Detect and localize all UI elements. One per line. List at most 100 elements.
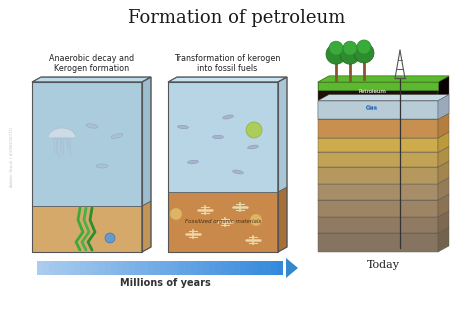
Polygon shape <box>197 261 203 275</box>
Polygon shape <box>228 261 234 275</box>
Polygon shape <box>318 76 449 82</box>
Polygon shape <box>142 261 148 275</box>
Polygon shape <box>86 261 92 275</box>
Polygon shape <box>80 261 86 275</box>
Polygon shape <box>438 76 449 101</box>
Ellipse shape <box>212 135 224 139</box>
Polygon shape <box>215 261 221 275</box>
Polygon shape <box>318 233 438 252</box>
Polygon shape <box>168 82 278 192</box>
Polygon shape <box>203 261 209 275</box>
Polygon shape <box>318 217 438 233</box>
Text: Formation of petroleum: Formation of petroleum <box>128 9 346 27</box>
Polygon shape <box>142 77 151 206</box>
Circle shape <box>250 214 262 226</box>
Polygon shape <box>438 132 449 153</box>
Ellipse shape <box>96 164 108 168</box>
Polygon shape <box>277 261 283 275</box>
Polygon shape <box>168 77 287 82</box>
Polygon shape <box>318 167 438 184</box>
Polygon shape <box>258 261 264 275</box>
Polygon shape <box>234 261 240 275</box>
Polygon shape <box>168 187 287 192</box>
Polygon shape <box>318 161 449 167</box>
Polygon shape <box>154 261 160 275</box>
Polygon shape <box>68 261 74 275</box>
Polygon shape <box>438 95 449 119</box>
Polygon shape <box>32 77 151 82</box>
Polygon shape <box>438 227 449 252</box>
Polygon shape <box>271 261 277 275</box>
Polygon shape <box>173 261 178 275</box>
Text: Fossilized organic materials: Fossilized organic materials <box>185 219 261 225</box>
Polygon shape <box>286 258 298 278</box>
Polygon shape <box>221 261 228 275</box>
Polygon shape <box>318 119 438 138</box>
Polygon shape <box>278 187 287 252</box>
Polygon shape <box>191 261 197 275</box>
Polygon shape <box>318 95 449 101</box>
Circle shape <box>170 208 182 220</box>
Ellipse shape <box>111 133 123 138</box>
Polygon shape <box>142 201 151 252</box>
Polygon shape <box>37 261 43 275</box>
Ellipse shape <box>223 115 233 119</box>
Polygon shape <box>318 101 438 119</box>
Text: Gas: Gas <box>366 106 378 111</box>
Circle shape <box>357 40 371 54</box>
Polygon shape <box>438 177 449 200</box>
Polygon shape <box>318 146 449 153</box>
Polygon shape <box>318 211 449 217</box>
Circle shape <box>343 41 357 55</box>
Circle shape <box>246 122 262 138</box>
Polygon shape <box>148 261 154 275</box>
Polygon shape <box>438 146 449 167</box>
Polygon shape <box>438 161 449 184</box>
Polygon shape <box>32 201 151 206</box>
Text: Today: Today <box>367 260 400 270</box>
Circle shape <box>326 44 346 64</box>
Circle shape <box>105 233 115 243</box>
Polygon shape <box>438 113 449 138</box>
Text: Adobe Stock | #296630710: Adobe Stock | #296630710 <box>10 127 14 187</box>
Text: Petroleum: Petroleum <box>358 89 386 94</box>
Polygon shape <box>209 261 215 275</box>
Polygon shape <box>49 261 55 275</box>
Polygon shape <box>246 261 252 275</box>
Ellipse shape <box>188 160 199 164</box>
Polygon shape <box>318 227 449 233</box>
Text: Gas: Gas <box>366 106 378 111</box>
Ellipse shape <box>247 145 258 149</box>
Text: Transformation of kerogen
into fossil fuels: Transformation of kerogen into fossil fu… <box>174 54 281 73</box>
Ellipse shape <box>86 124 98 128</box>
Polygon shape <box>111 261 117 275</box>
Text: Anaerobic decay and
Kerogen formation: Anaerobic decay and Kerogen formation <box>49 54 134 73</box>
Polygon shape <box>252 261 258 275</box>
Polygon shape <box>318 76 449 82</box>
Polygon shape <box>166 261 173 275</box>
Circle shape <box>354 43 374 63</box>
Polygon shape <box>117 261 123 275</box>
Polygon shape <box>278 77 287 192</box>
Polygon shape <box>184 261 191 275</box>
Polygon shape <box>55 261 62 275</box>
Text: Millions of years: Millions of years <box>119 278 210 288</box>
Polygon shape <box>178 261 184 275</box>
Polygon shape <box>160 261 166 275</box>
Polygon shape <box>318 82 438 90</box>
Polygon shape <box>318 177 449 184</box>
Polygon shape <box>318 95 449 101</box>
Polygon shape <box>318 200 438 217</box>
Polygon shape <box>438 95 449 119</box>
Polygon shape <box>168 192 278 252</box>
Polygon shape <box>92 261 99 275</box>
Polygon shape <box>264 261 271 275</box>
Polygon shape <box>318 82 438 101</box>
Polygon shape <box>43 261 49 275</box>
Polygon shape <box>318 138 438 153</box>
Polygon shape <box>318 113 449 119</box>
Polygon shape <box>105 261 111 275</box>
Polygon shape <box>438 194 449 217</box>
Polygon shape <box>240 261 246 275</box>
Polygon shape <box>32 206 142 252</box>
